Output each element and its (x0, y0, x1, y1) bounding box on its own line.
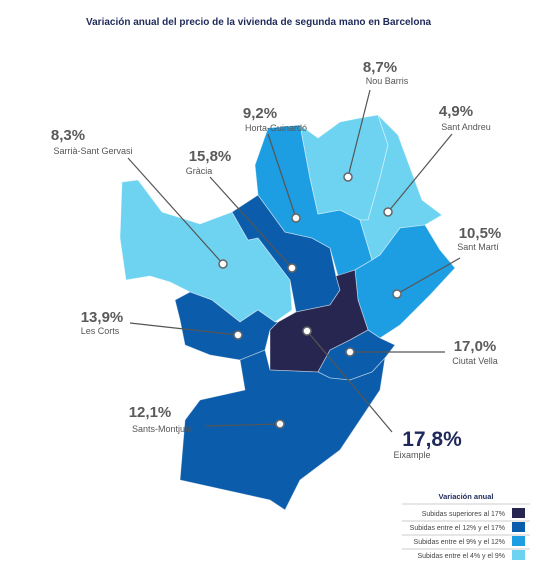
legend-swatch (512, 508, 525, 518)
districts (119, 114, 456, 511)
leader-line (209, 176, 293, 269)
district-value: 8,3% (51, 127, 85, 144)
district-dot (218, 259, 228, 269)
district-name: Sarrià-Sant Gervasi (53, 146, 132, 156)
district-name: Nou Barris (366, 76, 409, 86)
district-value: 13,9% (81, 309, 124, 326)
district-shape (119, 179, 293, 323)
district-shape (174, 291, 279, 361)
legend: Variación anual Subidas superiores al 17… (402, 492, 530, 560)
district-value: 10,5% (459, 225, 502, 242)
district-name: Horta-Guinardó (245, 123, 307, 133)
district-dot (392, 289, 402, 299)
legend-label: Subidas entre el 4% y el 9% (417, 553, 505, 560)
district-name: Sants-Montjuïc (132, 424, 193, 434)
district-dot (343, 172, 353, 182)
district-dot (291, 213, 301, 223)
district-value: 17,8% (402, 428, 462, 451)
district-value: 8,7% (363, 59, 397, 76)
legend-label: Subidas superiores al 17% (422, 511, 505, 518)
leader-line (204, 423, 281, 427)
district-value: 9,2% (243, 105, 277, 122)
district-value: 15,8% (189, 148, 232, 165)
legend-swatch (512, 550, 525, 560)
legend-label: Subidas entre el 9% y el 12% (414, 539, 505, 546)
district-value: 4,9% (439, 103, 473, 120)
district-dot (233, 330, 243, 340)
legend-label: Subidas entre el 12% y el 17% (410, 525, 505, 532)
legend-title: Variación anual (438, 492, 493, 501)
leader-line (306, 330, 393, 433)
district-shape (179, 349, 386, 511)
leader-line (267, 133, 297, 219)
district-name: Gràcia (186, 166, 213, 176)
district-name: Sant Andreu (441, 122, 491, 132)
leader-line (387, 133, 453, 213)
district-dot (383, 207, 393, 217)
district-name: Sant Martí (457, 242, 499, 252)
district-dot (275, 419, 285, 429)
district-value: 12,1% (129, 404, 172, 421)
leader-line (127, 157, 224, 265)
district-value: 17,0% (454, 338, 497, 355)
map-title: Variación anual del precio de la viviend… (86, 17, 432, 28)
legend-swatch (512, 522, 525, 532)
leader-line (129, 322, 239, 336)
leader-line (347, 89, 371, 178)
leaders (127, 89, 461, 433)
district-dot (345, 347, 355, 357)
district-name: Les Corts (81, 326, 120, 336)
district-name: Ciutat Vella (452, 356, 498, 366)
district-dot (287, 263, 297, 273)
legend-swatch (512, 536, 525, 546)
district-dot (302, 326, 312, 336)
district-name: Eixample (393, 450, 430, 460)
labels: 8,7% Nou Barris 9,2% Horta-Guinardó 4,9%… (51, 59, 501, 460)
leader-line (396, 257, 461, 295)
